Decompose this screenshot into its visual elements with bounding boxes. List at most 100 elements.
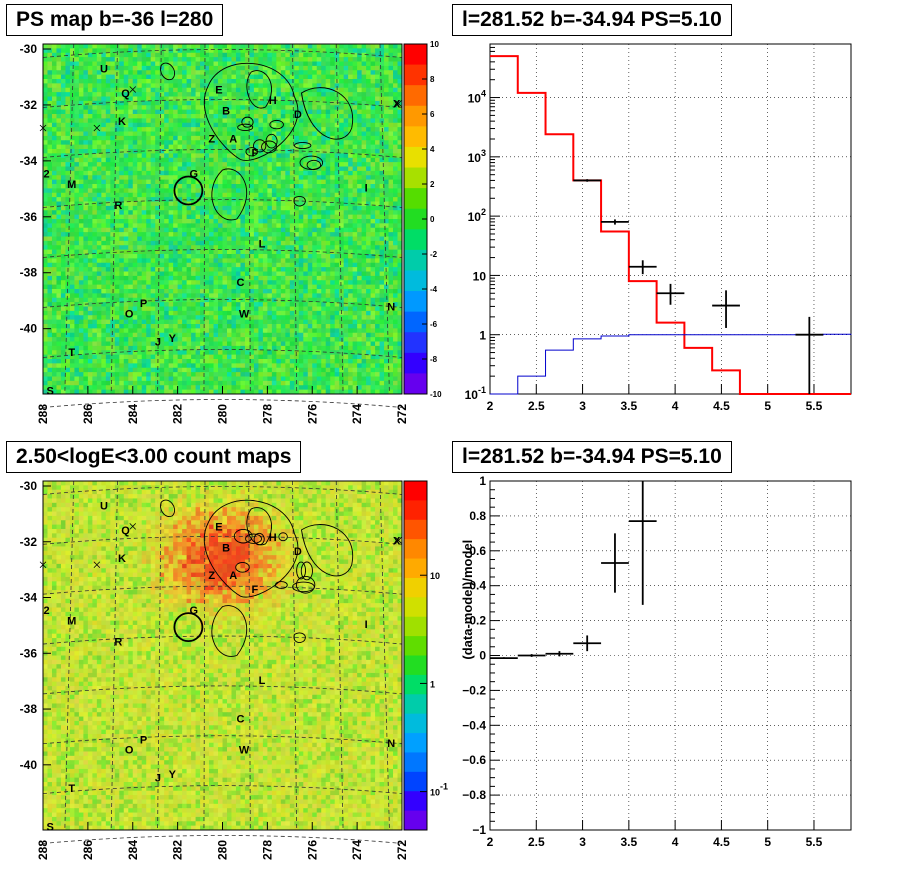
ps-map-sky-label: S xyxy=(47,386,54,398)
spectrum-title: l=281.52 b=-34.94 PS=5.10 xyxy=(452,4,732,36)
ps-map-sky-label: 2 xyxy=(44,169,50,181)
spectrum-x-tick-label: 2.5 xyxy=(528,399,545,413)
ps-map-sky-label: W xyxy=(239,309,250,321)
residual-y-tick-label: 1 xyxy=(479,474,486,488)
ps-map-sky-label: Z xyxy=(208,134,215,146)
count-map-x-tick-label: 286 xyxy=(81,840,95,860)
count-map-sky-label: S xyxy=(47,822,54,834)
ps-map-colorbar-tick-label: 2 xyxy=(430,180,435,189)
count-map-sky-label: B xyxy=(222,542,230,554)
count-map-colorbar-tick-label: 1 xyxy=(430,679,435,689)
ps-map-x-tick-label: 278 xyxy=(260,404,274,424)
ps-map-sky-label: Q xyxy=(121,88,130,100)
residual-y-tick-label: −0.8 xyxy=(462,788,486,802)
count-map-colorbar-tick-label: 10-1 xyxy=(430,782,448,798)
spectrum-y-tick-label: 10-1 xyxy=(465,385,486,402)
residual-y-tick-label: 0 xyxy=(479,649,486,663)
count-map-y-tick-label: -34 xyxy=(20,591,38,605)
ps-map-sky-label: A xyxy=(229,134,237,146)
ps-map-sky-label: T xyxy=(68,347,75,359)
residual-x-tick-label: 5.5 xyxy=(806,835,823,849)
ps-map-sky-label: J xyxy=(155,337,161,349)
count-map-sky-label: T xyxy=(68,783,75,795)
count-map-title: 2.50<logE<3.00 count maps xyxy=(6,441,301,473)
count-map-x-tick-label: 282 xyxy=(171,840,185,860)
ps-map-sky-label: L xyxy=(259,239,266,251)
count-map-sky-label: X xyxy=(393,535,401,547)
spectrum-x-tick-label: 4 xyxy=(672,399,679,413)
residual-x-tick-label: 5 xyxy=(764,835,771,849)
count-map-sky-label: O xyxy=(125,745,134,757)
count-map-sky-label: J xyxy=(155,773,161,785)
count-map-sky-label: Z xyxy=(208,570,215,582)
ps-map-x-tick-label: 272 xyxy=(395,404,409,424)
ps-map-colorbar-tick-label: -8 xyxy=(430,355,438,364)
ps-map-colorbar-tick-label: -2 xyxy=(430,250,438,259)
count-map-sky-label: G xyxy=(189,605,198,617)
ps-map-sky-label: F xyxy=(251,148,258,160)
count-map-colorbar xyxy=(404,481,427,831)
ps-map-pixels xyxy=(43,44,403,395)
count-map-x-tick-label: 288 xyxy=(36,840,50,860)
residual-y-tick-label: 0.8 xyxy=(469,509,486,523)
spectrum-x-tick-label: 5 xyxy=(764,399,771,413)
count-map-sky-label: C xyxy=(236,713,244,725)
spectrum-y-tick-label: 102 xyxy=(468,207,486,224)
count-map-colorbar-tick-label: 10 xyxy=(430,571,440,581)
ps-map-sky-label: Y xyxy=(169,333,177,345)
ps-map-y-tick-label: -36 xyxy=(20,210,38,224)
residual-y-tick-label: −0.4 xyxy=(462,718,486,732)
ps-map-sky-label: O xyxy=(125,309,134,321)
spectrum-x-tick-label: 4.5 xyxy=(713,399,730,413)
count-map-x-tick-label: 278 xyxy=(260,840,274,860)
ps-map-x-tick-label: 284 xyxy=(126,404,140,424)
count-map-sky-label: P xyxy=(140,734,147,746)
count-map-sky-label: W xyxy=(239,745,250,757)
residual-x-tick-label: 4 xyxy=(672,835,679,849)
count-map-sky-label: Q xyxy=(121,525,130,537)
ps-map-sky-label: D xyxy=(294,109,302,121)
count-map-y-tick-label: -40 xyxy=(20,758,38,772)
residual-x-tick-label: 4.5 xyxy=(713,835,730,849)
count-map-y-tick-label: -32 xyxy=(20,535,38,549)
count-map-sky-label: E xyxy=(215,521,222,533)
ps-map-x-tick-label: 282 xyxy=(171,404,185,424)
ps-map-colorbar-tick-label: 0 xyxy=(430,215,435,224)
spectrum-y-tick-label: 104 xyxy=(468,89,486,106)
spectrum-y-tick-label: 103 xyxy=(468,148,486,165)
ps-map-x-tick-label: 288 xyxy=(36,404,50,424)
ps-map-colorbar-tick-label: 10 xyxy=(430,40,439,49)
count-map-sky-label: H xyxy=(269,532,277,544)
residual-x-tick-label: 2 xyxy=(487,835,494,849)
ps-map-sky-label: U xyxy=(100,64,108,76)
ps-map-sky-label: N xyxy=(387,302,395,314)
ps-map-sky-label: K xyxy=(118,116,126,128)
count-map-sky-label: F xyxy=(251,584,258,596)
count-map-sky-label: N xyxy=(387,738,395,750)
ps-map-x-tick-label: 286 xyxy=(81,404,95,424)
ps-map-sky-label: X xyxy=(393,99,401,111)
count-map-sky-label: R xyxy=(114,637,122,649)
count-map-sky-label: D xyxy=(294,546,302,558)
residual-y-axis-label: (data-model)/model xyxy=(460,540,475,660)
ps-map-x-tick-label: 274 xyxy=(350,404,364,424)
ps-map-sky-label: P xyxy=(140,298,147,310)
ps-map-sky-label: B xyxy=(222,106,230,118)
count-map-sky-label: M xyxy=(67,616,76,628)
ps-map-title: PS map b=-36 l=280 xyxy=(6,4,223,36)
ps-map-y-tick-label: -32 xyxy=(20,98,38,112)
residual-x-tick-label: 2.5 xyxy=(528,835,545,849)
ps-map-x-tick-label: 276 xyxy=(305,404,319,424)
count-map-sky-label: K xyxy=(118,553,126,565)
ps-map-colorbar-tick-label: 4 xyxy=(430,145,435,154)
ps-map-y-tick-label: -34 xyxy=(20,154,38,168)
ps-map-sky-label: H xyxy=(269,95,277,107)
ps-map-colorbar-tick-label: 6 xyxy=(430,110,435,119)
count-map-sky-label: 2 xyxy=(44,605,50,617)
count-map-sky-label: A xyxy=(229,570,237,582)
ps-map-y-tick-label: -38 xyxy=(20,266,38,280)
ps-map-sky-label: E xyxy=(215,85,222,97)
count-map-sky-label: L xyxy=(259,675,266,687)
ps-map-colorbar-tick-label: -6 xyxy=(430,320,438,329)
